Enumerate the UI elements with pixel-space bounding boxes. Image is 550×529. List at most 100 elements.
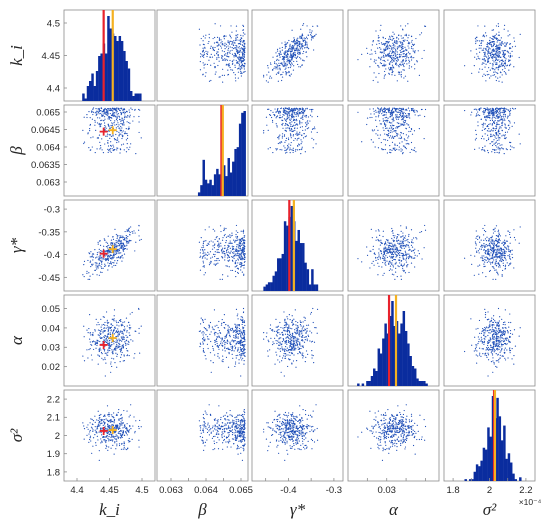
sample-point [489,143,491,145]
sample-point [202,35,205,37]
sample-point [313,35,316,37]
sample-point [489,109,491,111]
sample-point [107,145,110,147]
sample-point [391,112,393,114]
sample-point [402,59,404,62]
sample-point [292,130,295,132]
sample-point [411,41,413,43]
sample-point [477,125,479,127]
sample-point [477,238,479,241]
sample-point [108,109,110,111]
sample-point [498,246,500,248]
sample-point [378,110,380,112]
sample-point [267,108,269,110]
sample-point [226,251,228,254]
sample-point [499,136,501,139]
sample-point [116,141,118,144]
sample-point [394,40,396,43]
sample-point [387,42,390,44]
sample-point [87,132,89,134]
sample-point [501,69,504,71]
sample-point [302,40,304,43]
sample-point [109,148,112,150]
sample-point [499,61,501,63]
sample-point [106,319,108,321]
sample-point [244,257,246,259]
sample-point [216,240,219,242]
sample-point [411,239,413,241]
sample-point [386,260,388,262]
sample-point [503,70,505,73]
sample-point [395,54,397,56]
sample-point [297,55,299,57]
sample-point [279,148,281,151]
sample-point [99,264,101,267]
sample-point [386,40,388,43]
sample-point [374,50,376,52]
sample-point [401,42,404,44]
sample-point [486,130,489,132]
sample-point [110,116,112,119]
panel-frame [443,104,536,197]
sample-point [240,269,242,271]
sample-point [131,311,133,314]
sample-point [366,52,369,54]
sample-point [124,111,127,113]
sample-point [375,256,377,259]
sample-point [397,71,400,73]
sample-point [108,252,110,254]
sample-point [504,119,506,121]
sample-point [206,258,208,260]
sample-point [281,58,284,60]
sample-point [226,254,229,256]
sample-point [509,108,512,110]
sample-point [396,116,398,118]
sample-point [386,152,389,154]
sample-point [391,118,393,120]
sample-point [485,115,487,117]
sample-point [101,250,103,253]
sample-point [391,74,393,76]
sample-point [371,262,373,264]
sample-point [379,109,381,111]
sample-point [217,64,219,67]
sample-point [290,50,293,52]
sample-point [200,37,202,40]
sample-point [511,55,513,57]
sample-point [499,111,501,113]
sample-point [490,135,492,137]
sample-point [114,260,116,262]
sample-point [414,266,416,268]
sample-point [400,61,402,63]
sample-point [404,252,407,254]
sample-point [298,49,301,51]
sample-point [107,343,109,345]
sample-point [96,274,98,276]
sample-point [112,113,114,115]
sample-point [484,145,486,147]
sample-point [263,132,265,134]
sample-point [386,252,388,255]
sample-point [391,111,393,113]
sample-point [241,65,244,67]
sample-point [383,63,385,65]
sample-point [242,247,244,249]
sample-point [403,53,405,55]
sample-point [476,36,478,38]
sample-point [290,118,292,120]
sample-point [501,41,503,43]
sample-point [115,346,117,348]
sample-point [404,39,406,41]
sample-point [492,108,494,110]
sample-point [377,129,379,131]
sample-point [408,249,410,252]
sample-point [267,148,269,150]
sample-point [238,51,240,53]
sample-point [402,69,404,71]
sample-point [112,351,114,353]
sample-point [392,128,394,130]
sample-point [478,237,481,239]
sample-point [285,72,287,74]
sample-point [488,114,490,116]
sample-point [286,113,288,115]
